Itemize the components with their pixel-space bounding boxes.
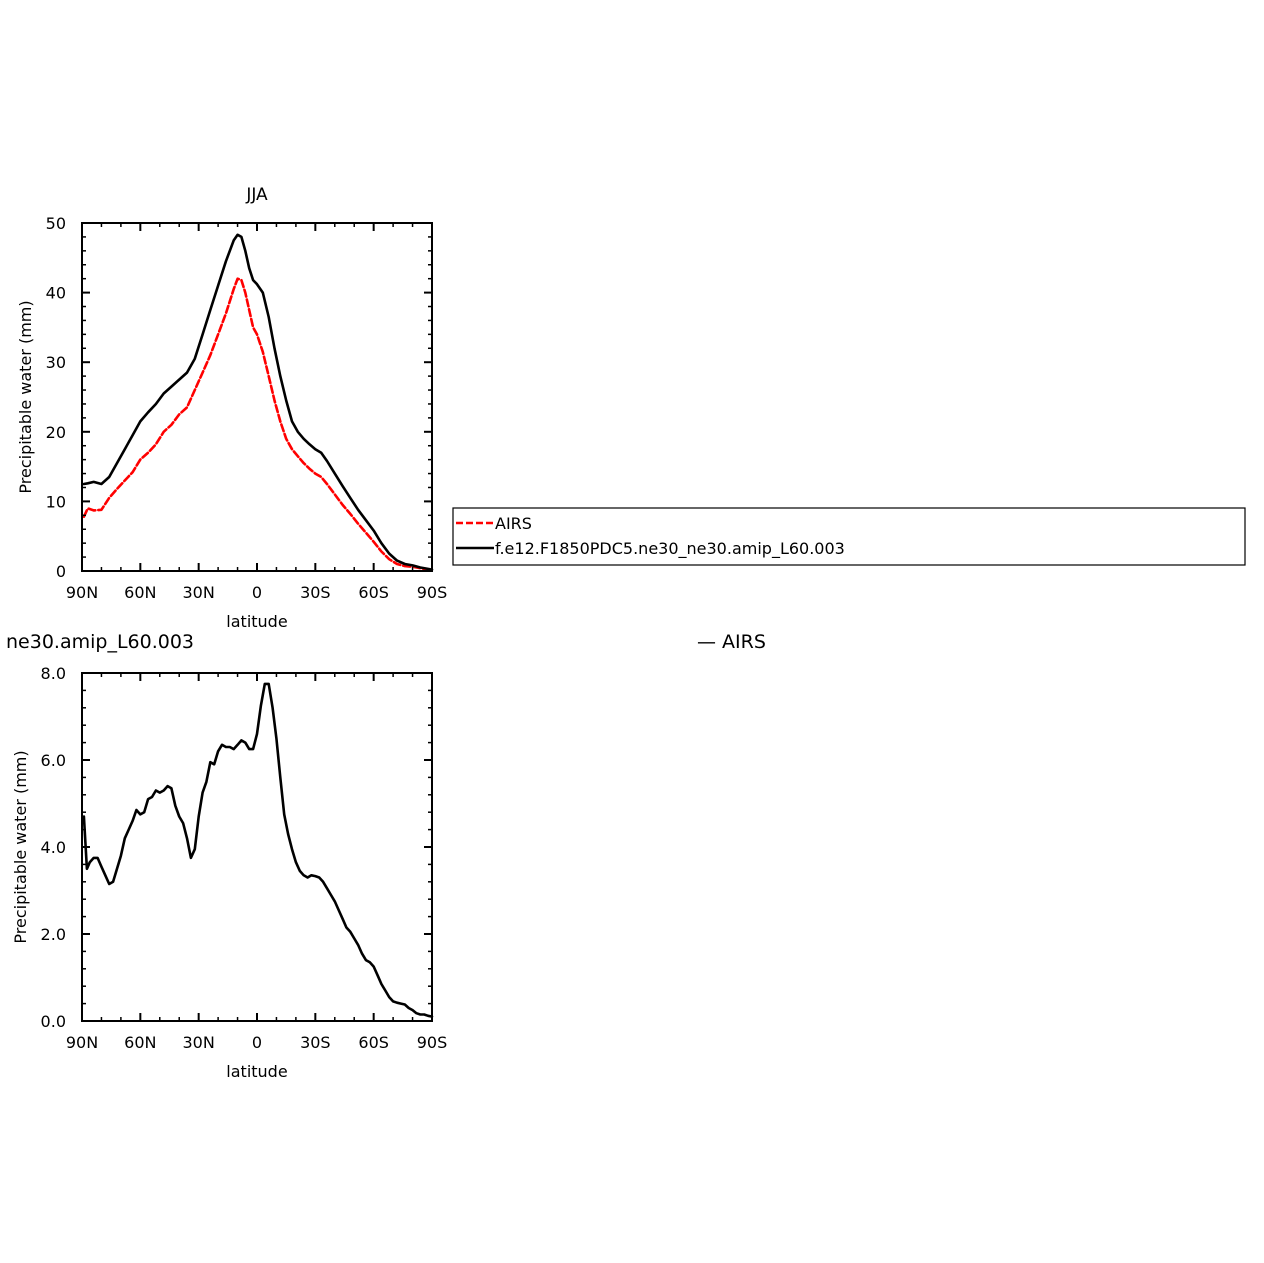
chart-title: JJA [245,185,268,205]
panel-difference: ne30.amip_L60.003 — AIRS Precipitable wa… [6,631,766,1081]
legend: AIRS f.e12.F1850PDC5.ne30_ne30.amip_L60.… [452,507,1246,566]
series-group [82,233,434,572]
y-tick-label: 20 [46,423,66,442]
y-tick-label: 8.0 [41,664,66,683]
x-axis-label: latitude [226,612,287,631]
x-tick-label: 90N [66,583,98,602]
y-tick-label: 4.0 [41,838,66,857]
y-tick-label: 0 [56,562,66,581]
series-line-0 [82,682,434,1018]
plot-frame [81,672,433,1022]
x-tick-label: 30S [300,1033,331,1052]
chart-title-left: ne30.amip_L60.003 [6,631,194,653]
x-tick-label: 60N [124,1033,156,1052]
x-tick-label: 30N [183,583,215,602]
y-axis-label: Precipitable water (mm) [11,750,30,943]
x-tick-label: 30N [183,1033,215,1052]
x-tick-label: 0 [252,583,262,602]
series-line-1 [82,233,434,571]
y-axis-label: Precipitable water (mm) [16,300,35,493]
x-tick-label: 60N [124,583,156,602]
x-tick-label: 30S [300,583,331,602]
x-tick-label: 90S [417,583,448,602]
y-tick-label: 0.0 [41,1012,66,1031]
x-tick-label: 90N [66,1033,98,1052]
y-tick-label: 6.0 [41,751,66,770]
chart-title-right: — AIRS [697,631,766,653]
y-tick-label: 30 [46,353,66,372]
x-tick-label: 0 [252,1033,262,1052]
y-tick-label: 50 [46,214,66,233]
panel-jja: JJA Precipitable water (mm) latitude 90N… [16,185,447,631]
plot-frame [81,222,433,572]
legend-label-airs: AIRS [495,514,532,533]
legend-label-model: f.e12.F1850PDC5.ne30_ne30.amip_L60.003 [495,539,845,559]
x-tick-label: 60S [358,1033,389,1052]
legend-box [452,507,1246,566]
series-line-0 [82,277,434,572]
y-tick-label: 40 [46,284,66,303]
y-tick-label: 2.0 [41,925,66,944]
y-tick-label: 10 [46,492,66,511]
series-group [82,682,434,1018]
x-tick-label: 90S [417,1033,448,1052]
ticks-group: 90N 60N 30N 0 30S 60S 90S 0 10 20 30 40 50 [46,214,448,602]
x-axis-label: latitude [226,1062,287,1081]
x-tick-label: 60S [358,583,389,602]
